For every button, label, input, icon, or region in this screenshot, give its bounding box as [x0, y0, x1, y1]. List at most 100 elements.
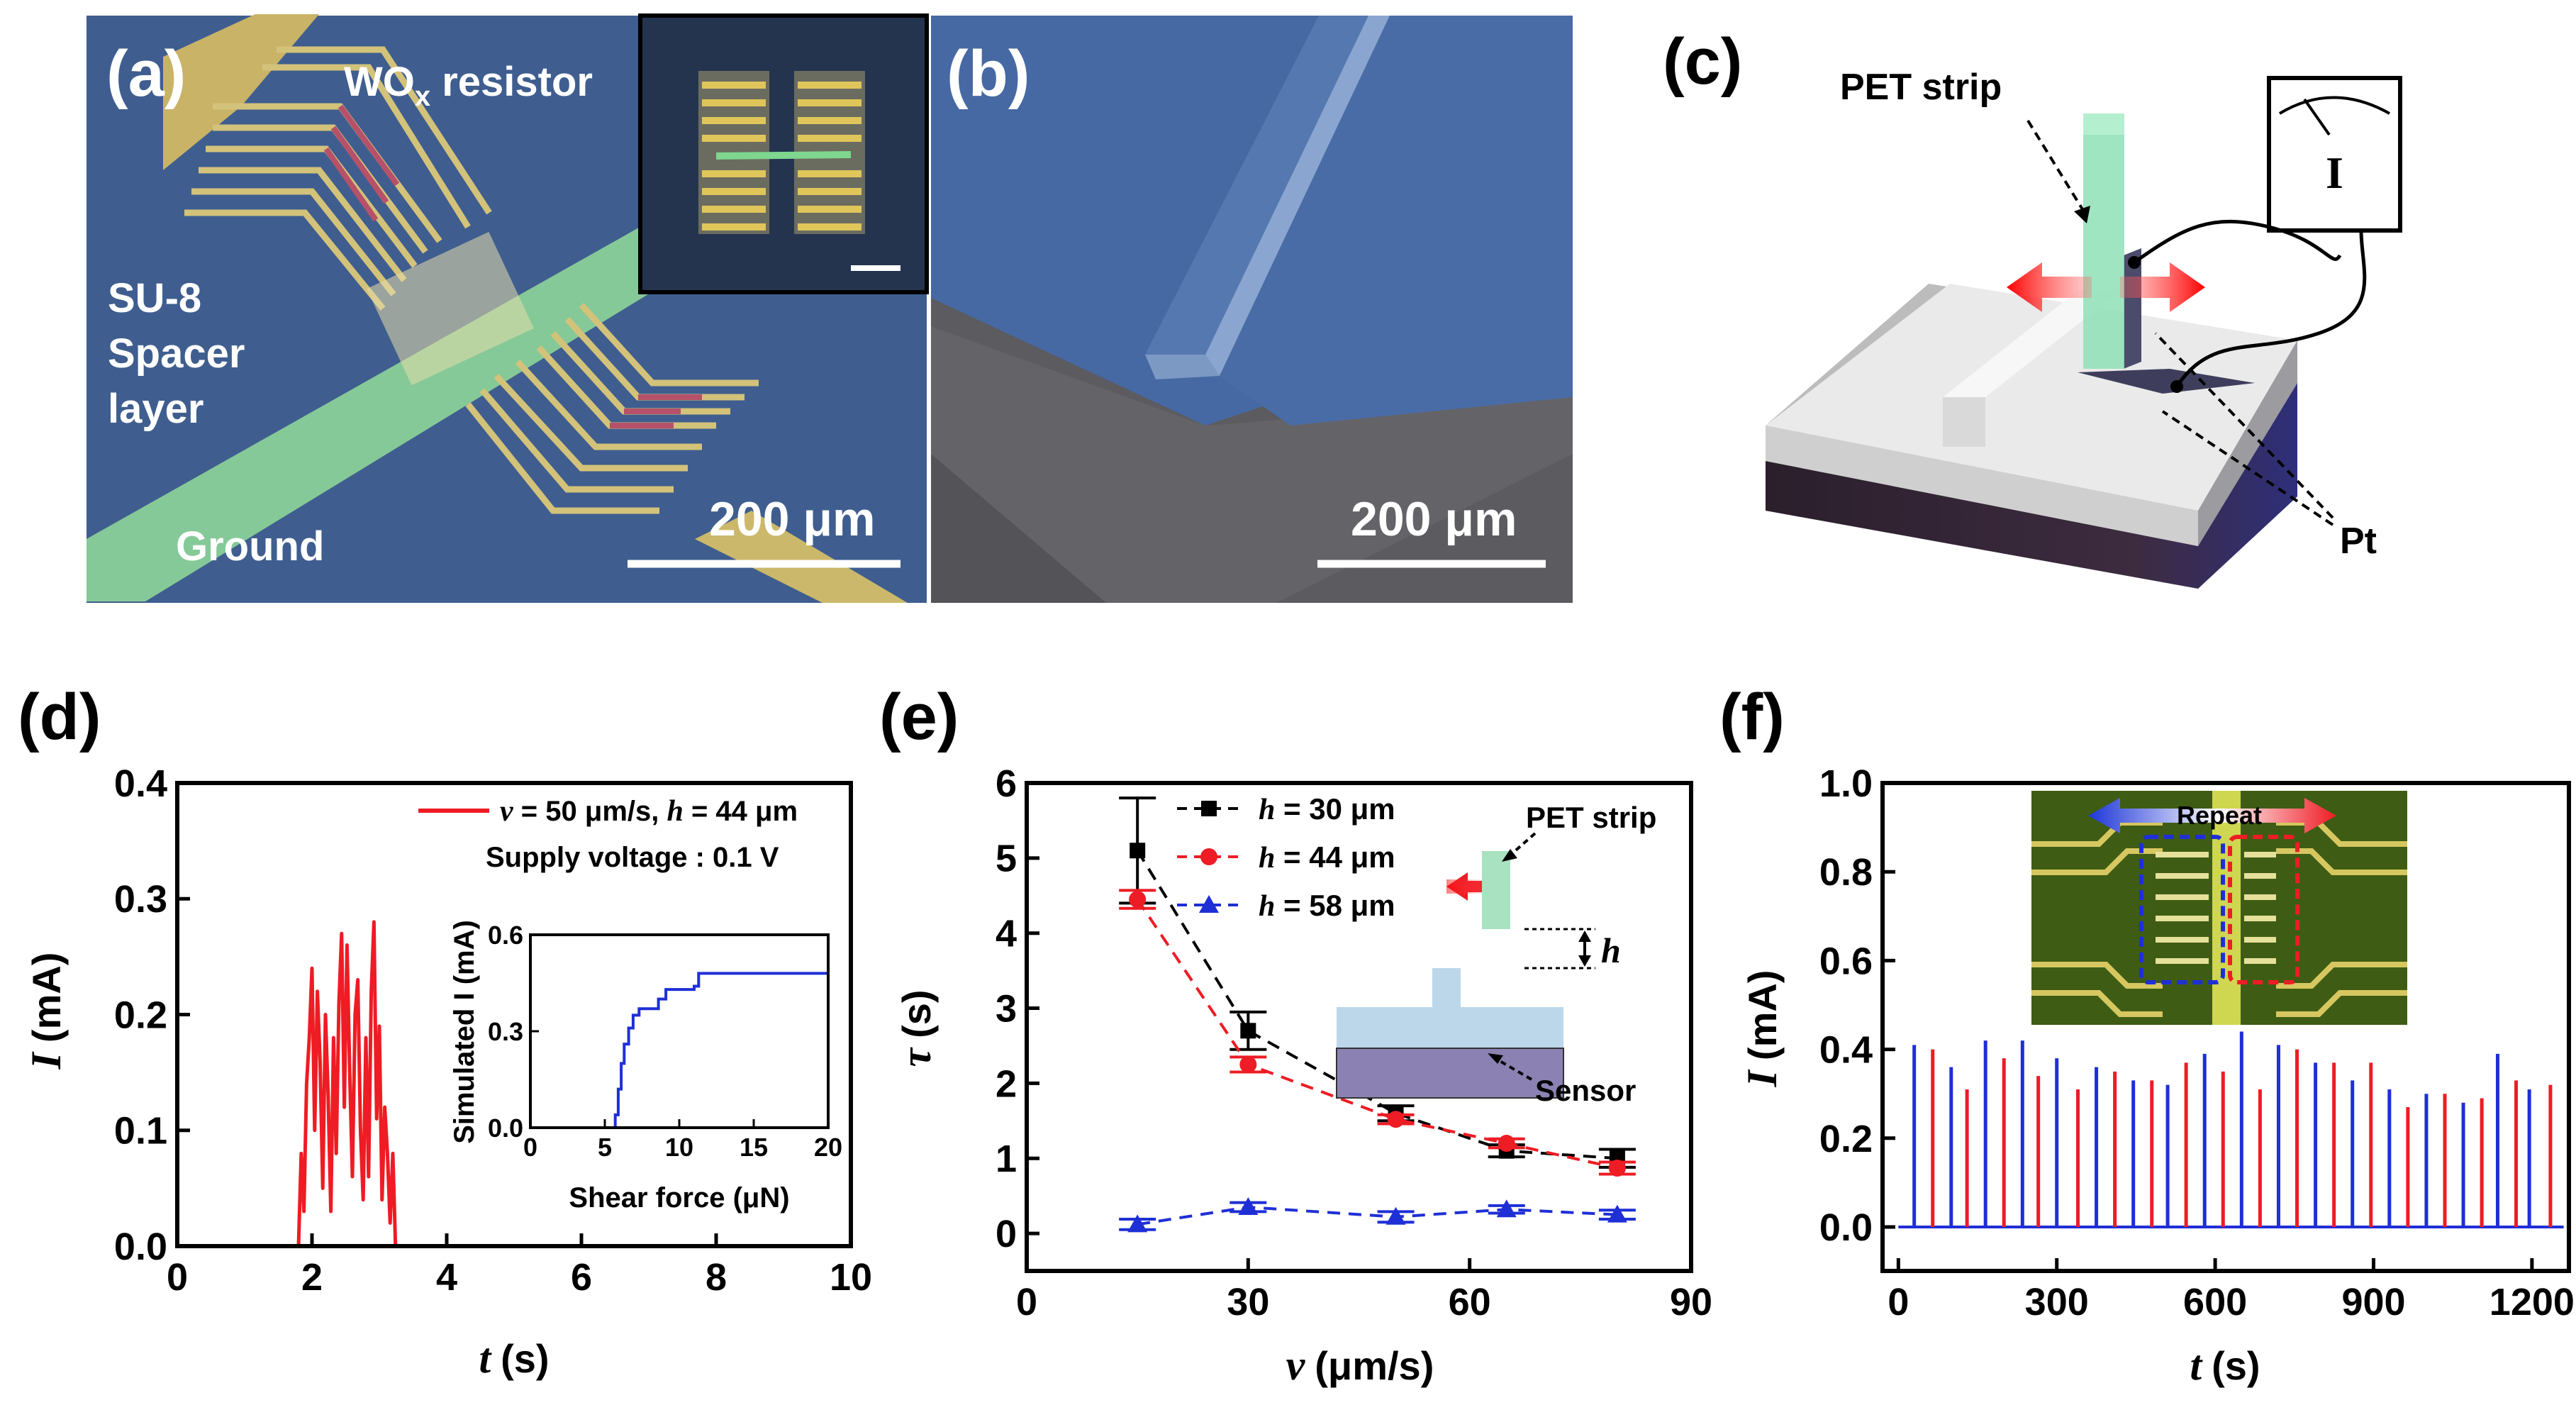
legend-2-label: h = 58 μm: [1259, 889, 1395, 923]
x-tick-label: 600: [2183, 1281, 2247, 1323]
meter-needle: [2303, 98, 2331, 136]
panel-b-label: (b): [947, 38, 1030, 110]
ammeter: [2267, 76, 2402, 233]
schematic-h-label: h: [1601, 931, 1621, 970]
chart-e-series: [1119, 796, 1636, 1233]
y-tick-label: 0.0: [114, 1226, 167, 1268]
inset-x-tick-label: 5: [598, 1133, 612, 1162]
sensing-area: [367, 231, 534, 386]
panel-c-label: (c): [1663, 26, 1742, 98]
inset-y-tick-label: 0.0: [488, 1114, 523, 1143]
repeat-arrow-right-icon: [2219, 798, 2336, 833]
series-2-point: [1127, 1214, 1148, 1233]
y-tick-label: 0.2: [114, 994, 167, 1036]
y-tick-label: 0: [996, 1213, 1017, 1255]
inset-electrodes: [698, 71, 901, 271]
y-tick-label: 0.1: [114, 1110, 167, 1153]
y-tick-label: 0.3: [114, 878, 167, 921]
chart-d-ylabel: I(mA): [23, 953, 69, 1070]
chart-d: (d) 0 2 4 6 8 10 0.0 0.1 0.2 0.3 0.4 I(mA) t (s) v …: [18, 681, 872, 1382]
y-tick-label: 1.0: [1819, 762, 1873, 805]
arrow-right-icon: [2120, 262, 2205, 312]
inset-y-tick-label: 0.3: [488, 1017, 523, 1046]
chart-d-inset: 0 5 10 15 20 0.0 0.3 0.6: [488, 921, 842, 1162]
wire-1: [2133, 219, 2342, 265]
chart-d-supply-note: Supply voltage : 0.1 V: [486, 842, 779, 873]
x-tick-label: 1200: [2489, 1281, 2575, 1323]
schematic-sensor-label: Sensor: [1535, 1074, 1636, 1107]
x-tick-label: 4: [436, 1256, 457, 1299]
legend-1-marker: [1200, 848, 1217, 865]
contact-pad: [163, 14, 319, 170]
spacer-label-1: SU-8: [108, 275, 201, 321]
x-tick-label: 60: [1449, 1281, 1491, 1323]
inset-x-tick-label: 0: [523, 1133, 537, 1162]
x-tick-label: 6: [571, 1256, 592, 1299]
pet-strip-label: PET strip: [1840, 67, 2002, 108]
chart-e-legend: h = 30 μm h = 44 μm h = 58 μm: [1177, 792, 1395, 923]
resistor-lines: [323, 104, 702, 428]
y-tick-label: 6: [996, 762, 1017, 805]
panel-c: (c) I PET strip Pt: [1663, 26, 2402, 589]
chart-f-inset-photo: Repeat: [2031, 791, 2407, 1025]
y-tick-label: 0.4: [114, 762, 167, 805]
x-tick-label: 8: [706, 1256, 727, 1299]
chart-e-schematic: h PET strip Sensor: [1336, 801, 1656, 1107]
chart-d-legend-text: v = 50 μm/s, h = 44 μm: [500, 795, 798, 828]
chart-d-inset-frame: [529, 933, 830, 1129]
pt-label: Pt: [2340, 521, 2377, 562]
panel-a: (a) WOx resistor SU-8 Spacer layer Groun…: [87, 13, 929, 603]
chart-e-ylabel: τ(s): [893, 989, 939, 1067]
y-tick-label: 0.2: [1819, 1118, 1873, 1160]
ground-label: Ground: [176, 523, 324, 570]
y-tick-label: 2: [996, 1062, 1017, 1105]
inset-x-tick-label: 15: [740, 1133, 768, 1162]
x-tick-label: 0: [1888, 1281, 1909, 1323]
series-1-point: [1608, 1159, 1626, 1177]
sem-ridge: [1145, 16, 1368, 355]
x-tick-label: 300: [2025, 1281, 2089, 1323]
series-1-point: [1239, 1055, 1257, 1073]
pet-strip: [2083, 113, 2124, 369]
legend-0-marker: [1201, 801, 1217, 816]
y-tick-label: 0.4: [1819, 1029, 1873, 1072]
sensor-top: [1766, 284, 2297, 511]
repeat-label: Repeat: [2177, 801, 2262, 830]
series-1-point: [1387, 1111, 1405, 1128]
electrode-lines: [184, 46, 759, 514]
series-2-point: [1238, 1197, 1259, 1216]
inset-x-tick-label: 10: [665, 1133, 693, 1162]
y-tick-label: 1: [996, 1138, 1017, 1180]
chart-e: (e) 0 30 60 90 0 1 2 3 4 5 6 τ(s) v (μm/s) h = 30 μ…: [879, 681, 1712, 1389]
blue-dashed-box: [2139, 835, 2225, 984]
chart-f-series: [1898, 1031, 2564, 1228]
x-tick-label: 0: [1016, 1281, 1037, 1323]
inset-step-line: [530, 972, 828, 1129]
series-1-point: [1129, 891, 1147, 909]
panel-a-label: (a): [106, 38, 186, 110]
y-tick-label: 4: [996, 913, 1017, 955]
spacer-label-2: Spacer: [108, 331, 245, 377]
series-2-point: [1607, 1204, 1627, 1223]
panel-f-label: (f): [1719, 681, 1785, 753]
panel-b: (b) 200 μm: [931, 16, 1573, 603]
series-0-point: [1240, 1023, 1256, 1039]
inset-x-tick-label: 20: [814, 1133, 842, 1162]
chart-e-frame: [1025, 781, 1693, 1273]
x-tick-label: 10: [830, 1256, 872, 1299]
chart-d-series: [177, 920, 851, 1248]
chart-d-xlabel: t (s): [479, 1335, 549, 1382]
panel-e-label: (e): [879, 681, 959, 753]
series-2-point: [1496, 1199, 1517, 1218]
y-tick-label: 0.8: [1819, 851, 1873, 894]
legend-1-label: h = 44 μm: [1259, 840, 1395, 874]
series-1-line: [1136, 898, 1618, 1170]
spacer-label-3: layer: [108, 386, 203, 432]
ridge-c: [1943, 291, 2120, 397]
chart-d-inset-xlabel: Shear force (μN): [569, 1182, 789, 1214]
scale-label-a: 200 μm: [709, 492, 875, 546]
schematic-pet-strip: [1482, 851, 1510, 929]
pt-electrode-horizontal: [2078, 369, 2255, 394]
chart-f-ticks: 0 300 600 900 1200 0.0 0.2 0.4 0.6 0.8 1.0: [1819, 762, 2575, 1323]
